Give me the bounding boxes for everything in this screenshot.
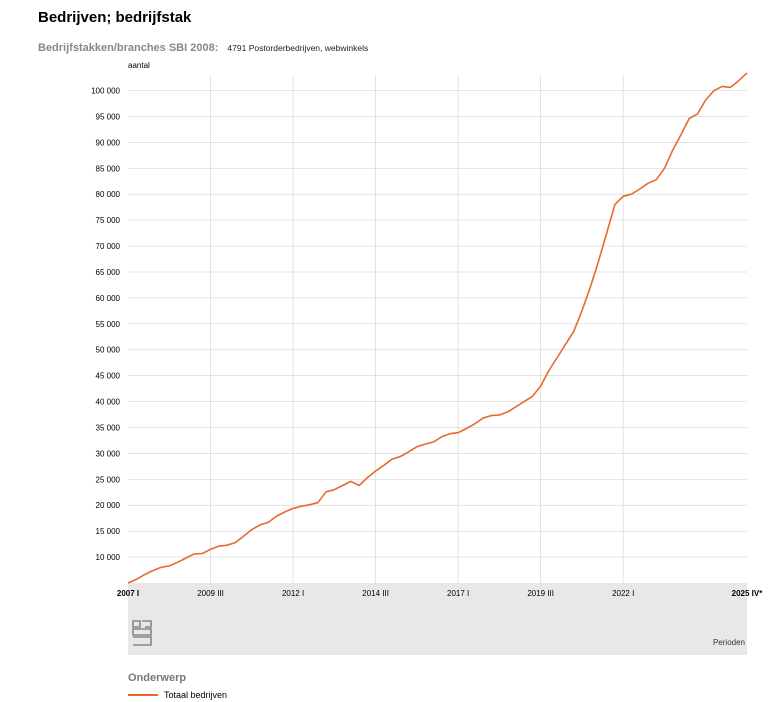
legend-title: Onderwerp [128,672,187,684]
y-tick-label: 10 000 [96,553,121,562]
y-tick-label: 65 000 [96,268,121,277]
x-tick-label: 2012 I [282,589,304,598]
y-tick-labels: 10 000 15 000 20 000 25 000 30 000 35 000 40 0… [91,87,120,563]
page-title: Bedrijven; bedrijfstak [38,9,192,26]
y-tick-label: 50 000 [96,346,121,355]
y-tick-label: 55 000 [96,320,121,329]
y-tick-label: 75 000 [96,216,121,225]
y-tick-label: 100 000 [91,87,120,96]
cbs-logo-icon [132,620,152,651]
y-tick-label: 40 000 [96,398,121,407]
x-tick-label: 2022 I [612,589,634,598]
legend-label: Totaal bedrijven [164,690,228,700]
filter-line: Bedrijfstakken/branches SBI 2008: 4791 P… [38,42,368,54]
y-tick-label: 90 000 [96,138,121,147]
y-tick-label: 25 000 [96,475,121,484]
y-tick-label: 95 000 [96,112,121,121]
y-tick-label: 80 000 [96,190,121,199]
grid-lines [128,75,747,583]
filter-value[interactable]: 4791 Postorderbedrijven, webwinkels [227,43,369,53]
y-tick-label: 15 000 [96,527,121,536]
x-tick-label: 2007 I [117,589,139,598]
y-axis-label: aantal [128,61,150,70]
y-tick-label: 85 000 [96,164,121,173]
x-tick-label: 2009 III [197,589,224,598]
x-axis-label: Perioden [713,638,745,647]
y-tick-label: 45 000 [96,372,121,381]
y-tick-label: 20 000 [96,501,121,510]
legend-swatch [128,694,158,696]
y-tick-label: 35 000 [96,423,121,432]
y-tick-label: 30 000 [96,449,121,458]
x-tick-label: 2019 III [527,589,554,598]
legend-item-totaal-bedrijven[interactable]: Totaal bedrijven [128,690,227,700]
series-group [127,72,748,584]
x-tick-label: 2014 III [362,589,389,598]
y-tick-label: 70 000 [96,242,121,251]
x-tick-labels: 2007 I 2009 III 2012 I 2014 III 2017 I 2019 I… [117,589,763,598]
y-tick-label: 60 000 [96,294,121,303]
x-axis-band [128,583,747,655]
x-tick-label: 2025 IV* [732,589,764,598]
series-line-totaal-bedrijven[interactable] [127,72,748,584]
filter-label: Bedrijfstakken/branches SBI 2008: [38,42,219,54]
x-tick-label: 2017 I [447,589,469,598]
